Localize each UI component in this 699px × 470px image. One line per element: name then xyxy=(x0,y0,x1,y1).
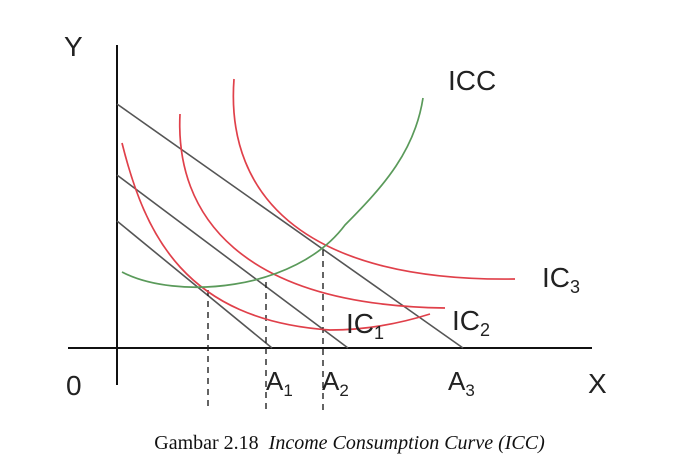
budget-line-a2 xyxy=(116,174,349,349)
budget-line-a1 xyxy=(116,220,273,349)
indifference-curve-3 xyxy=(232,78,516,280)
a1-label-sub: 1 xyxy=(283,381,292,400)
ic1-label-base: IC xyxy=(346,308,374,339)
a2-label-sub: 2 xyxy=(339,381,348,400)
indifference-curve-1 xyxy=(121,142,431,331)
a2-label: A2 xyxy=(322,366,349,400)
a1-label: A1 xyxy=(266,366,293,400)
icc-diagram: Y X 0 ICC IC1 IC2 IC3 A1 A2 A3 xyxy=(64,31,607,410)
a2-label-base: A xyxy=(322,366,340,396)
y-axis-label: Y xyxy=(64,31,83,62)
indifference-curve-2 xyxy=(178,113,446,309)
ic1-label: IC1 xyxy=(346,308,384,343)
icc-label: ICC xyxy=(448,65,496,96)
icc-curve xyxy=(121,97,424,289)
origin-label: 0 xyxy=(66,370,82,401)
ic2-label: IC2 xyxy=(452,305,490,340)
caption-prefix: Gambar 2.18 xyxy=(154,432,259,454)
ic3-label-sub: 3 xyxy=(570,277,580,297)
caption-title: Income Consumption Curve (ICC) xyxy=(268,432,545,454)
ic2-label-base: IC xyxy=(452,305,480,336)
budget-line-a3 xyxy=(116,103,464,349)
x-axis-label: X xyxy=(588,368,607,399)
ic2-label-sub: 2 xyxy=(480,320,490,340)
a3-label-sub: 3 xyxy=(465,381,474,400)
figure-caption: Gambar 2.18 Income Consumption Curve (IC… xyxy=(0,432,699,455)
ic1-label-sub: 1 xyxy=(374,323,384,343)
a3-label: A3 xyxy=(448,366,475,400)
ic3-label-base: IC xyxy=(542,262,570,293)
a3-label-base: A xyxy=(448,366,466,396)
ic3-label: IC3 xyxy=(542,262,580,297)
a1-label-base: A xyxy=(266,366,284,396)
